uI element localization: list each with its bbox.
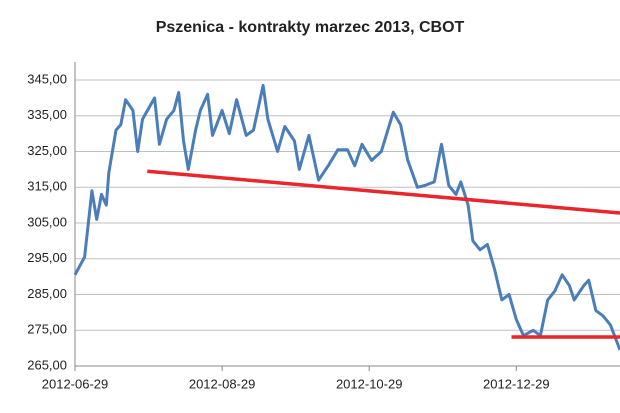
- y-tick-label: 275,00: [27, 322, 67, 337]
- y-tick-label: 315,00: [27, 179, 67, 194]
- y-tick-label: 305,00: [27, 214, 67, 229]
- y-tick-label: 325,00: [27, 143, 67, 158]
- x-tick-label: 2012-06-29: [42, 376, 109, 391]
- y-tick-label: 285,00: [27, 286, 67, 301]
- chart-title: Pszenica - kontrakty marzec 2013, CBOT: [156, 19, 465, 36]
- y-tick-label: 345,00: [27, 71, 67, 86]
- y-tick-label: 335,00: [27, 107, 67, 122]
- y-tick-label: 265,00: [27, 357, 67, 372]
- x-tick-label: 2012-12-29: [483, 376, 550, 391]
- y-tick-label: 295,00: [27, 250, 67, 265]
- price-line: [73, 83, 620, 351]
- trend-line: [147, 169, 620, 215]
- x-tick-label: 2012-10-29: [336, 376, 403, 391]
- x-tick-label: 2012-08-29: [189, 376, 256, 391]
